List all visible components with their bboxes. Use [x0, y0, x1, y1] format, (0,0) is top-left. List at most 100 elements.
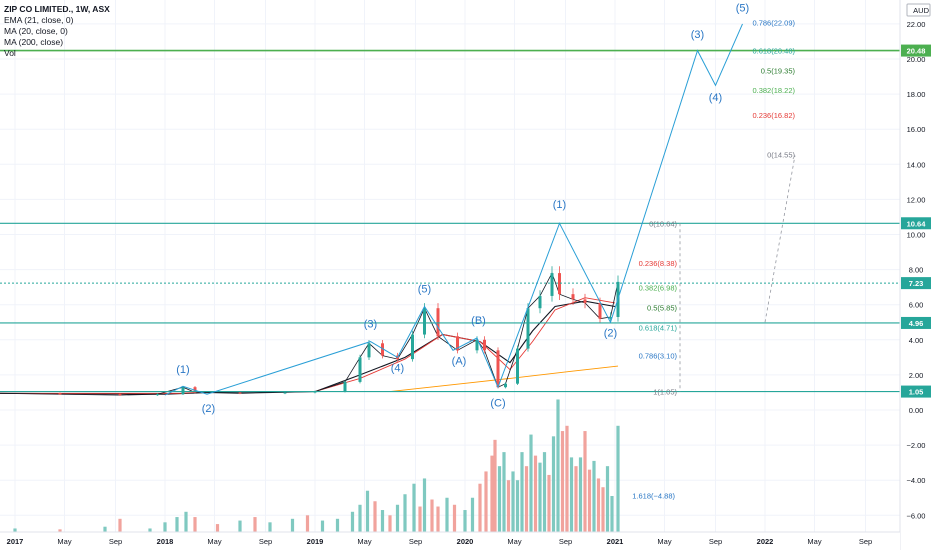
- candle-body-9: [358, 357, 362, 382]
- candle-body-19: [496, 350, 500, 388]
- legend-title: ZIP CO LIMITED., 1W, ASX: [4, 4, 110, 14]
- level-tag-1: [901, 217, 931, 230]
- volume-bar-10: [238, 520, 242, 533]
- candle-body-22: [526, 308, 530, 349]
- volume-bar-46: [533, 455, 538, 533]
- candle-body-16: [456, 336, 459, 351]
- legend-ma200: MA (200, close): [4, 37, 64, 47]
- fib-ext-label-5: 0(14.55): [767, 151, 795, 160]
- level-tag-3: [901, 316, 931, 329]
- x-tick-15: 2022: [757, 537, 774, 546]
- wave-label-12: (5): [736, 3, 749, 15]
- x-tick-1: May: [57, 537, 71, 546]
- level-tag-text-3: 4.96: [909, 319, 924, 328]
- volume-bar-13: [290, 518, 295, 533]
- y-tick-6: 10.00: [907, 231, 926, 240]
- fib-ext-label-2: 0.5(19.35): [761, 66, 796, 75]
- volume-bar-52: [560, 431, 565, 533]
- volume-bar-14: [305, 515, 310, 533]
- x-tick-11: Sep: [559, 537, 572, 546]
- level-tag-text-2: 7.23: [909, 279, 924, 288]
- volume-bar-60: [596, 478, 601, 533]
- currency-label: AUD: [913, 6, 929, 15]
- candle-body-1: [118, 394, 122, 396]
- y-tick-11: 0.00: [909, 406, 924, 415]
- x-tick-8: Sep: [409, 537, 422, 546]
- volume-bar-17: [350, 511, 355, 533]
- x-tick-5: Sep: [259, 537, 272, 546]
- fib-retracement: 0(10.64) 0.236(8.38) 0.382(6.98) 0.5(5.85) 0…: [639, 219, 681, 397]
- wave-label-2: (3): [364, 319, 377, 331]
- y-tick-7: 8.00: [909, 266, 924, 275]
- fib-ret-label-1: 0.236(8.38): [639, 259, 678, 268]
- price-axis-bg: [900, 0, 932, 550]
- candle-body-8: [343, 381, 347, 392]
- time-axis-bg: [0, 532, 900, 550]
- candle-body-5: [238, 392, 242, 394]
- x-tick-3: 2018: [157, 537, 174, 546]
- volume-bar-29: [436, 506, 440, 533]
- volume-bar-16: [335, 518, 340, 533]
- candle-body-27: [583, 299, 587, 303]
- wave-label-4: (5): [418, 283, 431, 295]
- volume-bar-3: [118, 518, 122, 533]
- y-tick-14: −6.00: [907, 511, 926, 520]
- volume-bar-23: [395, 504, 400, 533]
- level-tag-text-4: 1.05: [909, 388, 924, 397]
- fib-ext-label-3: 0.382(18.22): [752, 86, 795, 95]
- legend-vol: Vol: [4, 48, 16, 58]
- x-tick-17: Sep: [859, 537, 872, 546]
- x-tick-13: May: [657, 537, 671, 546]
- candle-body-13: [411, 334, 414, 360]
- volume-bar-58: [587, 469, 592, 533]
- wave-label-6: (B): [471, 315, 486, 327]
- candle-body-6: [283, 392, 287, 394]
- fib-ret-label-4: 0.618(4.71): [639, 323, 678, 332]
- y-tick-3: 16.00: [907, 125, 926, 134]
- volume-bar-44: [524, 466, 529, 533]
- volume-bar-62: [605, 466, 610, 533]
- volume-bar-50: [551, 436, 556, 533]
- price-candles: [58, 266, 620, 396]
- candle-body-26: [571, 294, 575, 300]
- candle-body-11: [381, 343, 384, 356]
- y-tick-4: 14.00: [907, 160, 926, 169]
- wave-label-8: (1): [553, 199, 566, 211]
- volume-bar-41: [511, 471, 515, 533]
- x-tick-0: 2017: [7, 537, 24, 546]
- fib-ext-vol-label: 1.618(−4.88): [632, 492, 675, 501]
- volume-bar-4: [148, 528, 152, 533]
- ma-line-2: [389, 365, 619, 393]
- fib-extension: 0.786(22.09) 0.618(20.48) 0.5(19.35) 0.382(…: [632, 18, 795, 500]
- wave-label-5: (A): [452, 355, 467, 367]
- volume-bar-36: [490, 455, 494, 533]
- x-tick-7: May: [357, 537, 371, 546]
- volume-bar-11: [253, 517, 257, 533]
- volume-bar-33: [470, 497, 475, 533]
- volume-bar-0: [13, 528, 17, 533]
- level-tag-4: [901, 385, 931, 398]
- legend-ema: EMA (21, close, 0): [4, 15, 74, 25]
- elliott-wave-path: [164, 23, 743, 396]
- wave-label-10: (3): [691, 29, 704, 41]
- candle-body-2: [156, 394, 159, 396]
- x-tick-2: Sep: [109, 537, 122, 546]
- y-tick-10: 2.00: [909, 371, 924, 380]
- legend-ma20: MA (20, close, 0): [4, 26, 68, 36]
- candle-body-17: [475, 339, 479, 351]
- volume-bar-64: [616, 425, 620, 533]
- volume-bar-42: [515, 480, 520, 533]
- x-tick-12: 2021: [607, 537, 624, 546]
- y-tick-1: 20.00: [907, 55, 926, 64]
- volume-bar-59: [592, 460, 596, 533]
- volume-bar-30: [445, 497, 449, 533]
- chart-legend: ZIP CO LIMITED., 1W, ASX EMA (21, close,…: [4, 4, 110, 59]
- y-tick-12: −2.00: [907, 441, 926, 450]
- volume-bar-28: [430, 499, 434, 533]
- volume-bar-43: [520, 452, 524, 533]
- volume-bar-37: [493, 439, 497, 533]
- volume-bar-54: [569, 457, 574, 533]
- volume-bar-56: [578, 457, 583, 533]
